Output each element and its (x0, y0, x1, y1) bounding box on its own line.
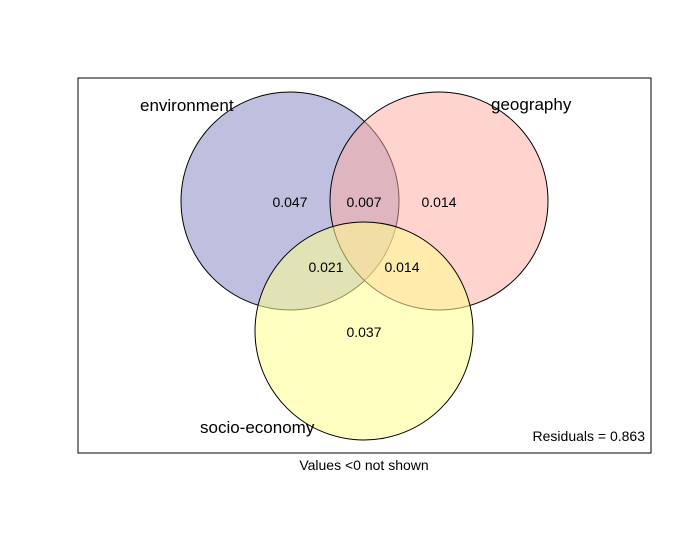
footnote: Values <0 not shown (299, 457, 428, 473)
residuals-text: Residuals = 0.863 (533, 428, 646, 444)
region-geography-socio-economy-value: 0.014 (384, 259, 419, 275)
region-geography-value: 0.014 (421, 194, 456, 210)
region-socio-economy-value: 0.037 (346, 324, 381, 340)
region-environment-value: 0.047 (272, 194, 307, 210)
socio-economy-circle (254, 221, 474, 441)
plot-frame (77, 77, 652, 454)
geography-label: geography (491, 95, 572, 114)
region-environment-geography-value: 0.007 (346, 194, 381, 210)
environment-label: environment (140, 96, 234, 115)
region-environment-socio-economy-value: 0.021 (308, 259, 343, 275)
socio-economy-label: socio-economy (200, 418, 315, 437)
